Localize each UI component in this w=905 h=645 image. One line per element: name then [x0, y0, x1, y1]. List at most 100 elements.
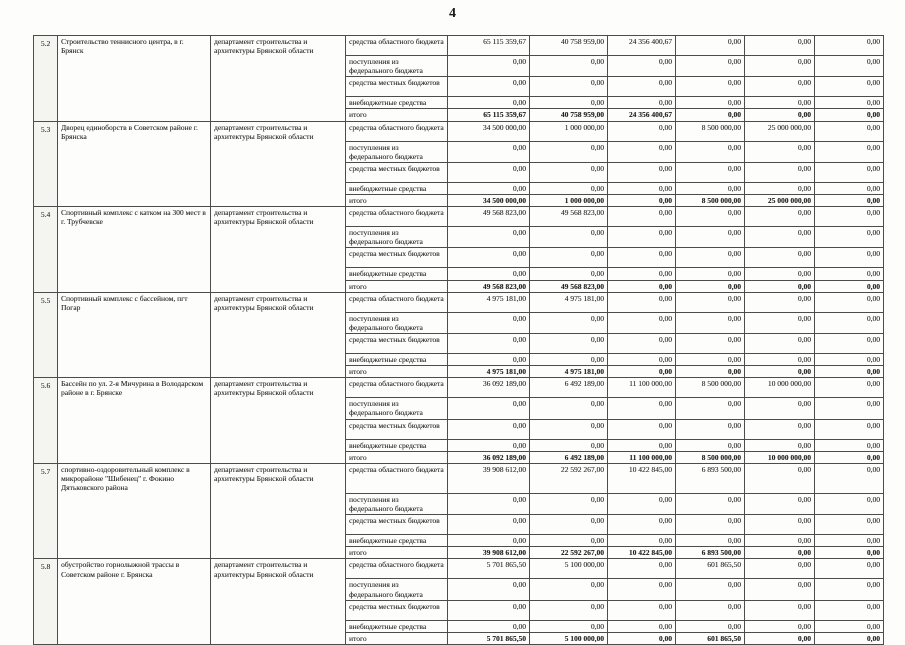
- amount-cell: 0,00: [607, 492, 676, 516]
- amount-cell: 22 592 267,00: [529, 546, 608, 560]
- amount-cell: 0,00: [744, 397, 815, 420]
- amount-cell: 0,00: [744, 279, 815, 293]
- amount-cell: 0,00: [529, 397, 608, 420]
- amount-cell: 0,00: [744, 352, 815, 367]
- amount-cell: 0,00: [607, 291, 676, 313]
- amount-cell: 4 975 181,00: [529, 365, 608, 379]
- amount-cell: 0,00: [529, 619, 608, 633]
- table-row: поступления из федерального бюджета 0,00 0…: [34, 578, 884, 601]
- amount-cell: 8 500 000,00: [675, 193, 745, 208]
- amount-cell: 0,00: [529, 332, 608, 354]
- table-row: средства местных бюджетов 0,00 0,00 0,00 0,0…: [34, 418, 884, 440]
- funding-source-label: поступления из федерального бюджета: [345, 54, 448, 78]
- table-row: итого 39 908 612,00 22 592 267,00 10 422 84…: [34, 546, 884, 560]
- row-number: 5.2: [33, 35, 58, 122]
- amount-cell: 0,00: [814, 418, 884, 440]
- amount-cell: 601 865,50: [675, 631, 745, 645]
- amount-cell: 8 500 000,00: [675, 377, 745, 399]
- amount-cell: 0,00: [744, 140, 815, 163]
- amount-cell: 0,00: [607, 247, 676, 269]
- amount-cell: 0,00: [675, 76, 745, 98]
- project-name: Строительство теннисного центра, в г. Бр…: [57, 35, 211, 122]
- table-row: 5.7 спортивно-оздоровительный комплекс в …: [33, 462, 884, 560]
- table-row: 5.8 обустройство горнолыжной трассы в Сов…: [33, 558, 884, 645]
- amount-cell: 0,00: [447, 619, 530, 633]
- amount-cell: 0,00: [607, 418, 676, 440]
- amount-cell: 0,00: [675, 332, 745, 354]
- amount-cell: 0,00: [529, 76, 608, 98]
- amount-cell: 40 758 959,00: [529, 35, 608, 56]
- amount-cell: 0,00: [744, 54, 815, 78]
- funding-source-label: средства местных бюджетов: [345, 418, 448, 440]
- table-row: 5.5 Спортивный комплекс с бассейном, пгт …: [33, 291, 884, 379]
- amount-cell: 0,00: [814, 599, 884, 621]
- amount-cell: 34 500 000,00: [447, 193, 530, 208]
- amount-cell: 0,00: [675, 279, 745, 293]
- amount-cell: 0,00: [529, 578, 608, 601]
- amount-cell: 0,00: [675, 514, 745, 536]
- amount-cell: 0,00: [814, 546, 884, 560]
- amount-cell: 0,00: [447, 96, 530, 110]
- amount-cell: 0,00: [447, 418, 530, 440]
- funding-source-label: внебюджетные средства: [345, 267, 448, 281]
- amount-cell: 0,00: [675, 365, 745, 379]
- project-name: спортивно-оздоровительный комплекс в мик…: [57, 462, 211, 560]
- amount-cell: 25 000 000,00: [744, 193, 815, 208]
- row-number: 5.6: [33, 377, 58, 464]
- amount-cell: 49 568 823,00: [447, 206, 530, 228]
- amount-cell: 0,00: [607, 76, 676, 98]
- funding-source-label: внебюджетные средства: [345, 352, 448, 367]
- project-name: Бассейн по ул. 2-я Мичурина в Володарско…: [57, 377, 211, 464]
- table-row: 5.4 Спортивный комплекс с катком на 300 м…: [33, 206, 884, 293]
- table-row: итого 65 115 359,67 40 758 959,00 24 356 40…: [34, 108, 884, 122]
- amount-cell: 0,00: [744, 35, 815, 56]
- amount-cell: 0,00: [607, 96, 676, 110]
- amount-cell: 0,00: [675, 140, 745, 163]
- amount-cell: 0,00: [607, 514, 676, 536]
- amount-cell: 0,00: [814, 352, 884, 367]
- table-row: поступления из федерального бюджета 0,00 0…: [34, 311, 884, 334]
- table-row: 5.6 Бассейн по ул. 2-я Мичурина в Володар…: [33, 377, 884, 464]
- amount-cell: 0,00: [675, 54, 745, 78]
- amount-cell: 10 422 845,00: [607, 546, 676, 560]
- amount-cell: 0,00: [814, 206, 884, 228]
- amount-cell: 0,00: [529, 96, 608, 110]
- amount-cell: 0,00: [744, 96, 815, 110]
- amount-cell: 0,00: [607, 181, 676, 195]
- table-row: поступления из федерального бюджета 0,00 0…: [34, 226, 884, 249]
- amount-cell: 0,00: [675, 311, 745, 334]
- amount-cell: 0,00: [744, 291, 815, 313]
- amount-cell: 25 000 000,00: [744, 120, 815, 142]
- amount-cell: 0,00: [814, 161, 884, 183]
- amount-cell: 1 000 000,00: [529, 120, 608, 142]
- amount-cell: 0,00: [607, 365, 676, 379]
- amount-cell: 0,00: [529, 492, 608, 516]
- amount-cell: 65 115 359,67: [447, 108, 530, 122]
- amount-cell: 0,00: [744, 534, 815, 548]
- amount-cell: 6 492 189,00: [529, 450, 608, 464]
- amount-cell: 1 000 000,00: [529, 193, 608, 208]
- amount-cell: 0,00: [814, 247, 884, 269]
- project-name: обустройство горнолыжной трассы в Советс…: [57, 558, 211, 645]
- funding-source-label: поступления из федерального бюджета: [345, 311, 448, 334]
- funding-source-label: итого: [345, 108, 448, 122]
- amount-cell: 0,00: [529, 311, 608, 334]
- amount-cell: 0,00: [675, 599, 745, 621]
- amount-cell: 0,00: [607, 619, 676, 633]
- amount-cell: 40 758 959,00: [529, 108, 608, 122]
- amount-cell: 0,00: [675, 418, 745, 440]
- amount-cell: 49 568 823,00: [529, 206, 608, 228]
- amount-cell: 0,00: [675, 397, 745, 420]
- amount-cell: 0,00: [675, 619, 745, 633]
- amount-cell: 0,00: [744, 492, 815, 516]
- financing-table-body: 5.2 Строительство теннисного центра, в г.…: [33, 35, 884, 645]
- amount-cell: 0,00: [814, 54, 884, 78]
- department-cell: департамент строительства и архитектуры …: [210, 558, 346, 645]
- amount-cell: 5 100 000,00: [529, 631, 608, 645]
- funding-source-label: средства местных бюджетов: [345, 247, 448, 269]
- amount-cell: 24 356 400,67: [607, 35, 676, 56]
- funding-source-label: средства местных бюджетов: [345, 599, 448, 621]
- amount-cell: 0,00: [675, 181, 745, 195]
- project-name: Спортивный комплекс с бассейном, пгт Пог…: [57, 291, 211, 379]
- amount-cell: 0,00: [675, 492, 745, 516]
